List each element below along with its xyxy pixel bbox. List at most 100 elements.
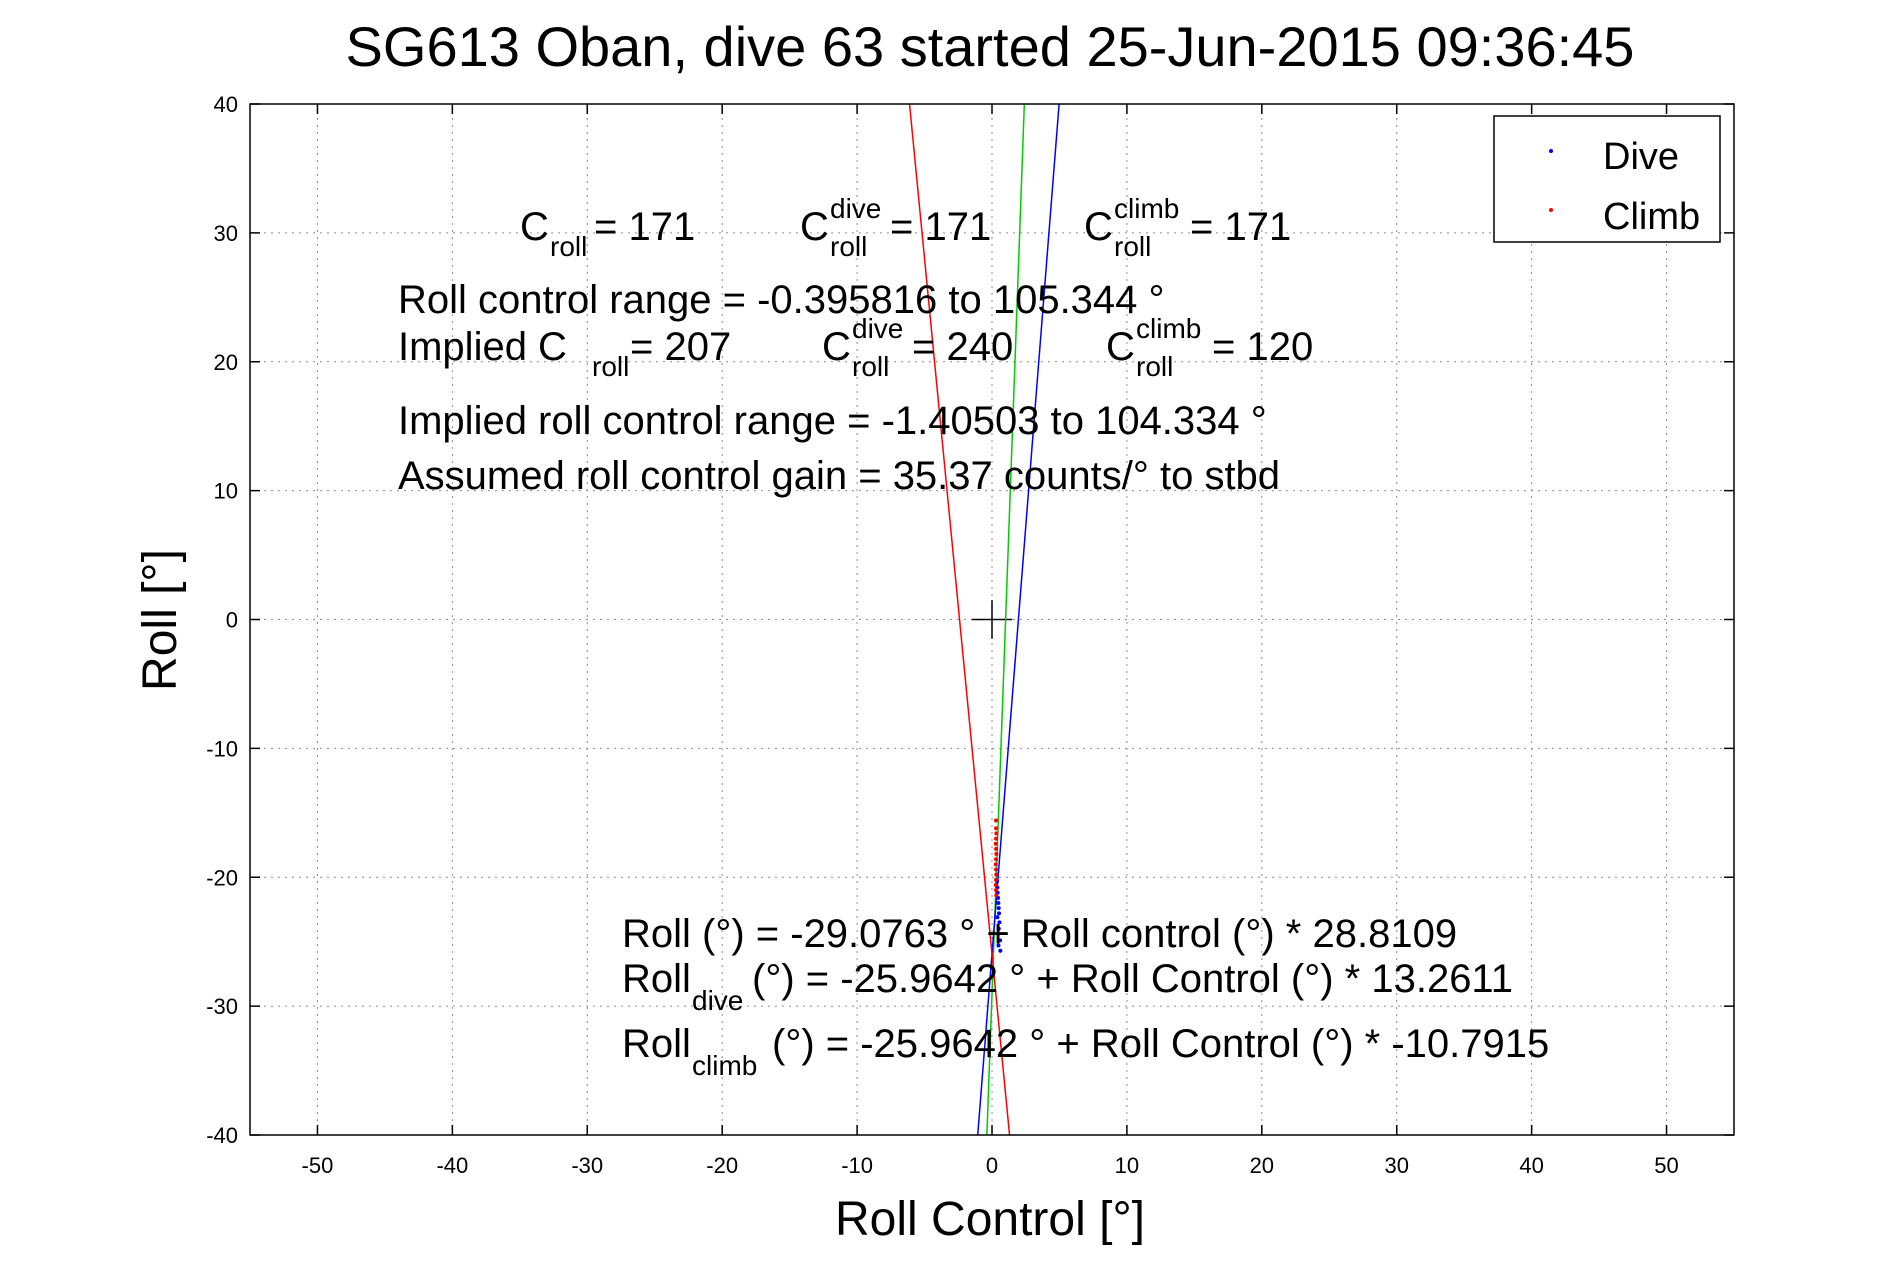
- y-axis-title: Roll [°]: [134, 549, 187, 691]
- fit-climb-line: [908, 103, 1011, 1136]
- climb-point: [994, 852, 999, 857]
- dive-point: [998, 948, 1003, 953]
- dive-point: [996, 931, 1001, 936]
- fit-dive-line: [976, 103, 1060, 1136]
- dive-point: [995, 915, 1000, 920]
- fit-dive-base: Roll: [622, 957, 691, 1001]
- climb-point: [994, 818, 999, 823]
- fit-dive-sub: dive: [692, 985, 743, 1016]
- annotation-implied-c-roll: Implied C roll = 207: [398, 325, 731, 382]
- c-roll-sub: roll: [550, 231, 587, 262]
- annotation-c-roll-dive: C dive roll = 171: [800, 193, 991, 262]
- climb-point: [994, 857, 999, 862]
- c-roll-climb-sup: climb: [1114, 193, 1179, 224]
- implied-c-roll-prefix: Implied C: [398, 325, 567, 369]
- annotation-implied-c-roll-climb: C climb roll = 120: [1106, 313, 1313, 382]
- climb-point: [993, 882, 998, 887]
- x-tick-label: -20: [706, 1153, 738, 1178]
- implied-c-roll-climb-base: C: [1106, 325, 1135, 369]
- y-tick-label: 20: [214, 350, 238, 375]
- dive-point: [997, 920, 1002, 925]
- dive-point: [996, 906, 1001, 911]
- gain-text: Assumed roll control gain = 35.37 counts…: [398, 454, 1280, 498]
- fit-dive-rest: (°) = -25.9642 ° + Roll Control (°) * 13…: [752, 957, 1513, 1001]
- x-tick-label: 50: [1654, 1153, 1678, 1178]
- x-tick-label: 10: [1115, 1153, 1139, 1178]
- implied-c-roll-climb-sup: climb: [1136, 313, 1201, 344]
- dive-point: [997, 911, 1002, 916]
- implied-c-roll-dive-sup: dive: [852, 313, 903, 344]
- climb-point: [994, 826, 999, 831]
- x-tick-label: 0: [986, 1153, 998, 1178]
- y-tick-label: 10: [214, 479, 238, 504]
- tick-layer: -50 -40 -30 -20 -10 0 10 20 30 40 50 40 30 20 10 0 -10 -2…: [206, 92, 1734, 1178]
- x-tick-label: 20: [1250, 1153, 1274, 1178]
- x-axis-title: Roll Control [°]: [835, 1193, 1145, 1246]
- legend-label-dive: Dive: [1603, 136, 1679, 178]
- y-tick-label: -20: [206, 865, 238, 890]
- c-roll-climb-value: = 171: [1190, 205, 1291, 249]
- implied-c-roll-sub: roll: [592, 351, 629, 382]
- climb-point: [994, 831, 999, 836]
- dive-point: [996, 901, 1001, 906]
- y-tick-label: 30: [214, 221, 238, 246]
- y-tick-label: 0: [226, 608, 238, 633]
- x-tick-label: 40: [1519, 1153, 1543, 1178]
- legend-marker-dive: [1549, 149, 1553, 153]
- data-points-layer: [993, 818, 1003, 953]
- fit-climb-rest: (°) = -25.9642 ° + Roll Control (°) * -1…: [772, 1022, 1549, 1066]
- c-roll-value: = 171: [594, 205, 695, 249]
- climb-point: [994, 836, 999, 841]
- legend-marker-climb: [1549, 208, 1553, 212]
- c-roll-base: C: [520, 205, 549, 249]
- climb-point: [994, 877, 999, 882]
- c-roll-dive-value: = 171: [890, 205, 991, 249]
- y-tick-label: -30: [206, 994, 238, 1019]
- climb-point: [994, 893, 999, 898]
- climb-point: [994, 872, 999, 877]
- annotation-c-roll: C roll = 171: [520, 205, 695, 262]
- dive-point: [996, 926, 1001, 931]
- climb-point: [994, 846, 999, 851]
- chart-title: SG613 Oban, dive 63 started 25-Jun-2015 …: [346, 15, 1635, 78]
- dive-point: [998, 938, 1003, 943]
- x-tick-label: -40: [436, 1153, 468, 1178]
- fit-equation-all: Roll (°) = -29.0763 ° + Roll control (°)…: [622, 912, 1457, 956]
- implied-c-roll-dive-sub: roll: [852, 351, 889, 382]
- y-tick-label: -10: [206, 736, 238, 761]
- implied-c-roll-climb-value: = 120: [1212, 325, 1313, 369]
- implied-c-roll-dive-base: C: [822, 325, 851, 369]
- implied-c-roll-value: = 207: [630, 325, 731, 369]
- legend: Dive Climb: [1493, 115, 1721, 243]
- climb-point: [993, 841, 998, 846]
- implied-c-roll-dive-value: = 240: [912, 325, 1013, 369]
- annotation-c-roll-climb: C climb roll = 171: [1084, 193, 1291, 262]
- legend-box: [1493, 115, 1721, 243]
- fit-equation-climb: Roll climb (°) = -25.9642 ° + Roll Contr…: [622, 1022, 1549, 1081]
- annotation-implied-c-roll-dive: C dive roll = 240: [822, 313, 1013, 382]
- fit-climb-sub: climb: [692, 1050, 757, 1081]
- climb-point: [994, 888, 999, 893]
- c-roll-climb-sub: roll: [1114, 231, 1151, 262]
- x-tick-label: -30: [571, 1153, 603, 1178]
- c-roll-dive-sub: roll: [830, 231, 867, 262]
- implied-c-roll-climb-sub: roll: [1136, 351, 1173, 382]
- c-roll-climb-base: C: [1084, 205, 1113, 249]
- c-roll-dive-sup: dive: [830, 193, 881, 224]
- fit-climb-base: Roll: [622, 1022, 691, 1066]
- climb-point: [993, 862, 998, 867]
- fit-equation-dive: Roll dive (°) = -25.9642 ° + Roll Contro…: [622, 957, 1513, 1016]
- x-tick-label: -10: [841, 1153, 873, 1178]
- x-tick-label: 30: [1384, 1153, 1408, 1178]
- dive-point: [996, 943, 1001, 948]
- y-tick-label: 40: [214, 92, 238, 117]
- climb-point: [994, 867, 999, 872]
- fit-lines-layer: [908, 103, 1060, 1136]
- y-tick-label: -40: [206, 1123, 238, 1148]
- x-tick-label: -50: [302, 1153, 334, 1178]
- legend-label-climb: Climb: [1603, 196, 1700, 238]
- implied-range-text: Implied roll control range = -1.40503 to…: [398, 399, 1267, 443]
- c-roll-dive-base: C: [800, 205, 829, 249]
